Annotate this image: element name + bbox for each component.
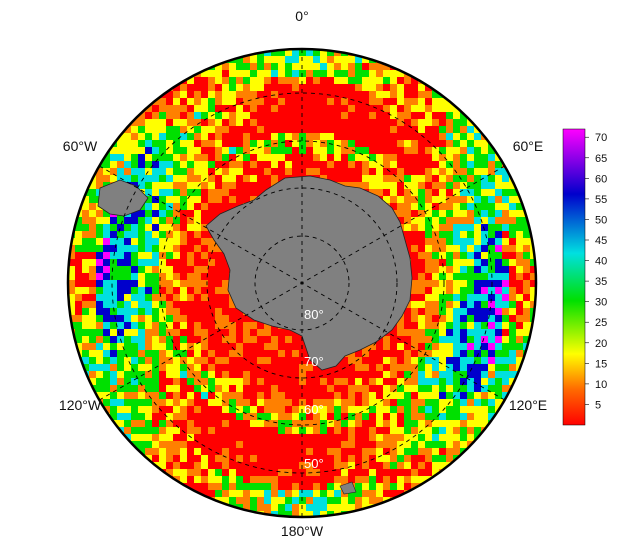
lat-label-70: 70° (304, 354, 324, 369)
colorbar-gradient (562, 128, 586, 426)
colorbar: 70 65 60 55 50 45 40 35 30 25 20 15 10 5 (562, 128, 607, 426)
meridian-60e-120w (99, 165, 505, 401)
colorbar-tick-label: 25 (595, 317, 607, 329)
lon-label-upper-right: 60°E (513, 138, 544, 154)
lon-label-lower-right: 120°E (509, 397, 547, 413)
graticule (99, 49, 505, 517)
colorbar-tick-label: 20 (595, 338, 607, 350)
colorbar-tick-label: 10 (595, 379, 607, 391)
colorbar-tick-label: 15 (595, 358, 607, 370)
colorbar-tick-label: 50 (595, 214, 607, 226)
colorbar-tick-label: 60 (595, 173, 607, 185)
colorbar-tick-label: 35 (595, 276, 607, 288)
colorbar-tick-label: 65 (595, 153, 607, 165)
colorbar-tick-label: 40 (595, 256, 607, 268)
colorbar-tick-label: 30 (595, 297, 607, 309)
map-boundary (66, 47, 538, 519)
lon-label-top: 0° (295, 8, 308, 24)
lon-label-lower-left: 120°W (59, 397, 102, 413)
colorbar-tick-label: 55 (595, 194, 607, 206)
colorbar-tick-label: 5 (595, 399, 601, 411)
antarctica-landmass (97, 175, 413, 495)
lat-label-80: 80° (304, 307, 324, 322)
colorbar-ticks: 70 65 60 55 50 45 40 35 30 25 20 15 10 5 (585, 132, 607, 411)
colorbar-tick-label: 70 (595, 132, 607, 144)
colorbar-tick-label: 45 (595, 235, 607, 247)
lon-label-bottom: 180°W (281, 523, 324, 539)
lat-label-50: 50° (304, 456, 324, 471)
lat-circle-60 (159, 140, 445, 426)
lon-label-upper-left: 60°W (63, 138, 98, 154)
lat-circle-70 (206, 187, 398, 379)
lat-label-60: 60° (304, 402, 324, 417)
